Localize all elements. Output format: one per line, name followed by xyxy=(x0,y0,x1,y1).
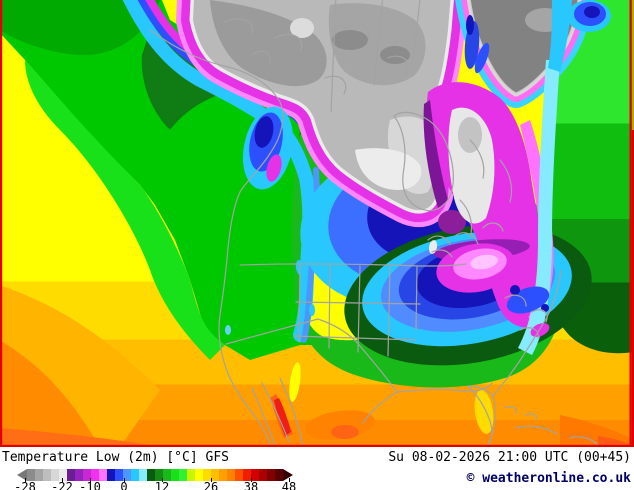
colorbar-cell xyxy=(67,469,75,481)
colorbar-tick-label: 26 xyxy=(203,480,219,490)
region-quebec-cold xyxy=(423,82,554,328)
colorbar-cell xyxy=(179,469,187,481)
colorbar-cell xyxy=(195,469,203,481)
colorbar-cell xyxy=(35,469,43,481)
colorbar-cell xyxy=(139,469,147,481)
map-frame xyxy=(0,0,634,447)
colorbar-cell xyxy=(211,469,219,481)
colorbar-cell xyxy=(43,469,51,481)
colorbar-cells xyxy=(27,469,283,481)
colorbar-tick-label: 38 xyxy=(243,480,259,490)
legend-bar: Temperature Low (2m) [°C] GFS Su 08-02-2… xyxy=(0,447,634,490)
colorbar-tick-label: -28 xyxy=(14,480,36,490)
colorbar-cell xyxy=(51,469,59,481)
colorbar-cell xyxy=(75,469,83,481)
region-greenland xyxy=(455,0,593,108)
temperature-map-canvas xyxy=(0,0,634,447)
region-hot-spots xyxy=(270,362,494,440)
copyright: © weatheronline.co.uk xyxy=(466,471,631,486)
colorbar-arrow-right xyxy=(283,469,293,481)
colorbar-cell xyxy=(227,469,235,481)
colorbar-cell xyxy=(243,469,251,481)
colorbar-cell xyxy=(83,469,91,481)
colorbar-cell xyxy=(275,469,283,481)
colorbar-cell xyxy=(99,469,107,481)
colorbar-cell xyxy=(267,469,275,481)
colorbar-cell xyxy=(27,469,35,481)
colorbar-tick-label: -22 xyxy=(51,480,73,490)
colorbar-tick-label: 12 xyxy=(154,480,170,490)
colorbar-cell xyxy=(91,469,99,481)
coastlines-and-borders xyxy=(149,0,598,447)
colorbar-cell xyxy=(59,469,67,481)
colorbar-cell xyxy=(115,469,123,481)
colorbar-cell xyxy=(171,469,179,481)
colorbar-cell xyxy=(155,469,163,481)
colorbar-tick-label: -10 xyxy=(79,480,101,490)
region-labrador-coast-bands xyxy=(506,0,611,355)
region-cold-northeast-core xyxy=(428,239,530,293)
colorbar-cell xyxy=(235,469,243,481)
colorbar-tick-label: 48 xyxy=(281,480,297,490)
colorbar-arrow-left xyxy=(17,469,27,481)
colorbar-cell xyxy=(187,469,195,481)
colorbar-cell xyxy=(123,469,131,481)
colorbar-cell xyxy=(259,469,267,481)
colorbar-cell xyxy=(131,469,139,481)
temperature-map xyxy=(0,0,634,447)
legend-title: Temperature Low (2m) [°C] GFS xyxy=(2,450,229,465)
forecast-datetime: Su 08-02-2026 21:00 UTC (00+45) xyxy=(388,450,631,465)
colorbar-cell xyxy=(147,469,155,481)
colorbar xyxy=(17,469,293,481)
colorbar-cell xyxy=(219,469,227,481)
colorbar-cell xyxy=(251,469,259,481)
colorbar-tick-label: 0 xyxy=(120,480,128,490)
colorbar-cell xyxy=(203,469,211,481)
colorbar-cell xyxy=(107,469,115,481)
colorbar-cell xyxy=(163,469,171,481)
